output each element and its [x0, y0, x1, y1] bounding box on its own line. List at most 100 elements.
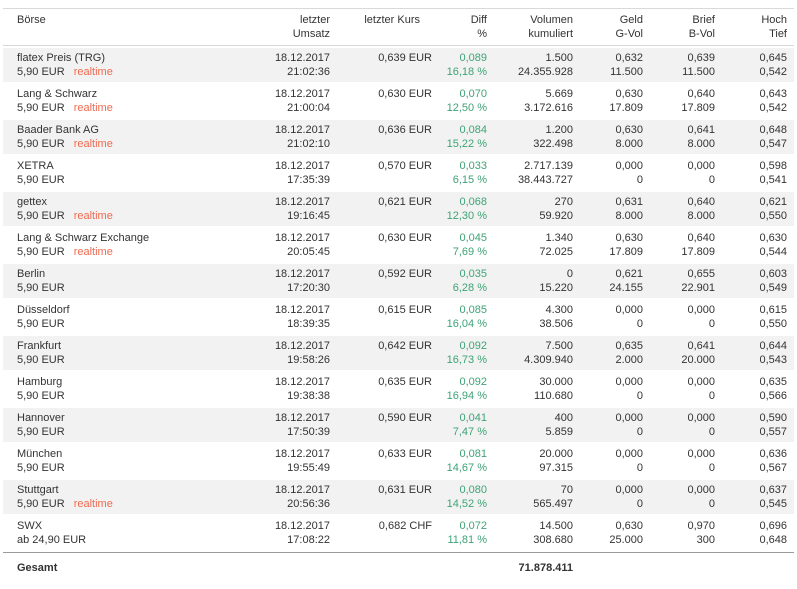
ask-price: 0,000 — [687, 304, 715, 316]
umsatz-time: 21:00:04 — [287, 102, 330, 114]
exchange-row[interactable]: Stuttgart 5,90 EUR realtime 18.12.2017 20… — [3, 480, 794, 514]
realtime-badge: realtime — [73, 498, 113, 510]
high-price: 0,645 — [759, 52, 787, 64]
ask-price: 0,000 — [687, 412, 715, 424]
volume-last: 20.000 — [539, 448, 573, 460]
volume-last: 270 — [554, 196, 573, 208]
cell-boerse: Düsseldorf 5,90 EUR — [3, 303, 253, 331]
cell-diff: 0,045 7,69 % — [432, 231, 487, 259]
cell-brief: 0,640 17.809 — [643, 87, 715, 115]
ask-volume: 11.500 — [682, 66, 715, 78]
exchange-row[interactable]: Berlin 5,90 EUR 18.12.2017 17:20:30 0,59… — [3, 264, 794, 298]
column-header-text: Geld — [619, 14, 643, 26]
ask-volume: 17.809 — [681, 246, 715, 258]
table-body: flatex Preis (TRG) 5,90 EUR realtime 18.1… — [3, 48, 794, 550]
ask-volume: 0 — [708, 318, 715, 330]
cell-geld: 0,000 0 — [573, 483, 643, 511]
kurs-value: 0,631 EUR — [378, 484, 432, 496]
cell-brief: 0,000 0 — [643, 483, 715, 511]
exchange-row[interactable]: SWX ab 24,90 EUR 18.12.2017 17:08:22 0,6… — [3, 516, 794, 550]
exchange-name: gettex — [17, 196, 47, 208]
high-price: 0,648 — [759, 124, 787, 136]
volume-last: 7.500 — [545, 340, 573, 352]
cell-hoch-tief: 0,643 0,542 — [715, 87, 794, 115]
high-price: 0,630 — [759, 232, 787, 244]
cell-geld: 0,000 0 — [573, 159, 643, 187]
low-price: 0,542 — [759, 66, 787, 78]
ask-volume: 0 — [708, 174, 715, 186]
cell-letzter-umsatz: 18.12.2017 21:02:36 — [253, 51, 330, 79]
cell-boerse: Lang & Schwarz 5,90 EUR realtime — [3, 87, 253, 115]
cell-brief: 0,641 8.000 — [643, 123, 715, 151]
low-price: 0,543 — [759, 354, 787, 366]
kurs-value: 0,636 EUR — [378, 124, 432, 136]
cell-letzter-umsatz: 18.12.2017 18:39:35 — [253, 303, 330, 331]
kurs-value: 0,570 EUR — [378, 160, 432, 172]
volume-last: 0 — [566, 268, 573, 280]
cell-volumen: 5.669 3.172.616 — [487, 87, 573, 115]
low-price: 0,550 — [759, 210, 787, 222]
exchange-row[interactable]: gettex 5,90 EUR realtime 18.12.2017 19:16… — [3, 192, 794, 226]
exchange-price-line: 5,90 EUR realtime — [17, 497, 253, 511]
kurs-value: 0,635 EUR — [378, 376, 432, 388]
cell-letzter-umsatz: 18.12.2017 17:08:22 — [253, 519, 330, 547]
high-price: 0,636 — [759, 448, 787, 460]
cell-volumen: 1.500 24.355.928 — [487, 51, 573, 79]
cell-geld: 0,630 17.809 — [573, 87, 643, 115]
diff-abs: 0,068 — [459, 196, 487, 208]
kurs-value: 0,615 EUR — [378, 304, 432, 316]
realtime-badge: realtime — [73, 102, 113, 114]
bid-price: 0,000 — [615, 304, 643, 316]
exchange-row[interactable]: Lang & Schwarz Exchange 5,90 EUR realtime… — [3, 228, 794, 262]
cell-volumen: 0 15.220 — [487, 267, 573, 295]
exchange-row[interactable]: Baader Bank AG 5,90 EUR realtime 18.12.20… — [3, 120, 794, 154]
realtime-badge: realtime — [73, 138, 113, 150]
exchange-row[interactable]: Frankfurt 5,90 EUR 18.12.2017 19:58:26 0… — [3, 336, 794, 370]
exchange-row[interactable]: Düsseldorf 5,90 EUR 18.12.2017 18:39:35 … — [3, 300, 794, 334]
diff-pct: 7,47 % — [452, 426, 487, 438]
column-header-text: kumuliert — [528, 28, 573, 40]
price-note: 5,90 EUR — [17, 66, 65, 78]
exchange-row[interactable]: flatex Preis (TRG) 5,90 EUR realtime 18.1… — [3, 48, 794, 82]
ask-price: 0,000 — [687, 484, 715, 496]
cell-boerse: Baader Bank AG 5,90 EUR realtime — [3, 123, 253, 151]
exchange-row[interactable]: Hannover 5,90 EUR 18.12.2017 17:50:39 0,… — [3, 408, 794, 442]
exchange-row[interactable]: XETRA 5,90 EUR 18.12.2017 17:35:39 0,570… — [3, 156, 794, 190]
bid-volume: 0 — [636, 426, 643, 438]
volume-cumulative: 110.680 — [534, 390, 573, 402]
high-price: 0,603 — [759, 268, 787, 280]
column-header-diff: Diff% — [432, 13, 487, 41]
cell-letzter-umsatz: 18.12.2017 17:35:39 — [253, 159, 330, 187]
volume-cumulative: 38.443.727 — [517, 174, 573, 186]
cell-geld: 0,000 0 — [573, 375, 643, 403]
cell-boerse: Hannover 5,90 EUR — [3, 411, 253, 439]
kurs-value: 0,630 EUR — [378, 232, 432, 244]
high-price: 0,598 — [759, 160, 787, 172]
diff-pct: 11,81 % — [447, 534, 487, 546]
kurs-value: 0,592 EUR — [378, 268, 432, 280]
kurs-value: 0,682 CHF — [378, 520, 432, 532]
footer-total-volume: 71.878.411 — [518, 562, 573, 574]
umsatz-time: 19:38:38 — [287, 390, 330, 402]
kurs-value: 0,590 EUR — [378, 412, 432, 424]
umsatz-time: 19:58:26 — [287, 354, 330, 366]
volume-cumulative: 59.920 — [539, 210, 573, 222]
exchange-name: Lang & Schwarz Exchange — [17, 232, 150, 244]
cell-geld: 0,630 8.000 — [573, 123, 643, 151]
cell-diff: 0,092 16,73 % — [432, 339, 487, 367]
exchange-row[interactable]: München 5,90 EUR 18.12.2017 19:55:49 0,6… — [3, 444, 794, 478]
exchange-price-line: 5,90 EUR — [17, 425, 253, 439]
diff-pct: 7,69 % — [452, 246, 487, 258]
low-price: 0,542 — [759, 102, 787, 114]
cell-volumen: 20.000 97.315 — [487, 447, 573, 475]
exchange-price-line: 5,90 EUR — [17, 317, 253, 331]
diff-abs: 0,072 — [459, 520, 487, 532]
column-header-text: Umsatz — [292, 28, 330, 40]
volume-last: 5.669 — [545, 88, 573, 100]
exchange-row[interactable]: Hamburg 5,90 EUR 18.12.2017 19:38:38 0,6… — [3, 372, 794, 406]
volume-last: 2.717.139 — [524, 160, 573, 172]
exchange-price-line: ab 24,90 EUR — [17, 533, 253, 547]
ask-price: 0,640 — [687, 196, 715, 208]
exchange-row[interactable]: Lang & Schwarz 5,90 EUR realtime 18.12.20… — [3, 84, 794, 118]
umsatz-date: 18.12.2017 — [274, 304, 330, 316]
